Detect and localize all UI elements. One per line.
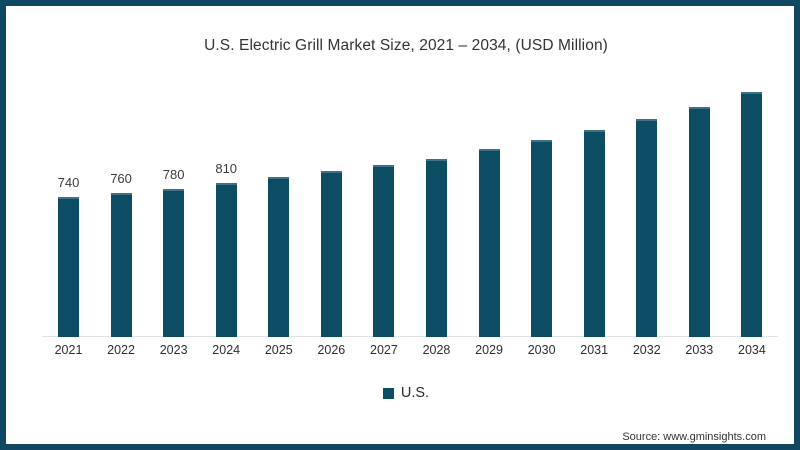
x-tick-2022: 2022 [107,343,135,357]
bar-group [305,76,358,337]
bar-group: 780 [147,76,200,337]
bar-2025[interactable] [268,176,290,337]
x-tick-2027: 2027 [370,343,398,357]
x-tick-2023: 2023 [159,343,188,357]
bar-group [252,76,305,337]
x-tick-2024: 2024 [212,343,241,357]
legend-label-us: U.S. [400,385,430,401]
bar-2034[interactable] [741,92,763,337]
bar-group [357,76,410,337]
bar-value-label-2024: 810 [215,161,238,177]
bar-2028[interactable] [425,158,447,337]
bar-group [463,76,516,337]
bar-2022[interactable] [110,192,132,337]
bar-value-label-2021: 740 [57,174,80,190]
x-tick-2028: 2028 [422,343,451,357]
bar-group: 740 [42,76,95,337]
x-tick-2034: 2034 [738,343,766,357]
x-tick-2033: 2033 [685,343,714,357]
x-tick-2026: 2026 [317,343,346,357]
x-tick-2032: 2032 [632,343,661,357]
x-axis-line [42,336,778,337]
bar-value-label-2023: 780 [162,166,185,182]
bar-2027[interactable] [373,165,395,337]
bar-2023[interactable] [163,188,185,337]
page-title: U.S. Electric Grill Market Size, 2021 – … [204,37,608,54]
x-tick-2025: 2025 [264,343,293,357]
bar-group [725,76,778,337]
x-tick-2030: 2030 [527,343,556,357]
bar-2029[interactable] [478,149,500,337]
chart-canvas: U.S. Electric Grill Market Size, 2021 – … [6,6,794,444]
source-attribution: Source: www.gminsights.com [622,431,766,443]
bar-2021[interactable] [58,196,79,337]
plot-area: 740 760 780 810 [42,76,778,337]
bar-group: 810 [200,76,253,337]
bar-2030[interactable] [531,139,553,337]
x-tick-2029: 2029 [475,343,503,357]
bar-group [410,76,463,337]
bar-2031[interactable] [583,130,605,337]
bar-2024[interactable] [215,183,237,337]
bar-2026[interactable] [320,170,342,337]
bar-2033[interactable] [688,107,710,337]
bar-group: 760 [95,76,148,337]
legend-swatch-us-icon [382,387,394,399]
x-axis-tick-labels: 2021 2022 2023 2024 2025 2026 2027 2028 2029 2030… [42,343,778,363]
bar-group [568,76,621,337]
bar-group [515,76,568,337]
bar-group [620,76,673,337]
chart-legend: U.S. [6,385,794,401]
bar-2032[interactable] [636,118,658,337]
x-tick-2031: 2031 [580,343,609,357]
bar-value-label-2022: 760 [110,170,132,186]
bar-group [673,76,726,337]
x-tick-2021: 2021 [54,343,83,357]
